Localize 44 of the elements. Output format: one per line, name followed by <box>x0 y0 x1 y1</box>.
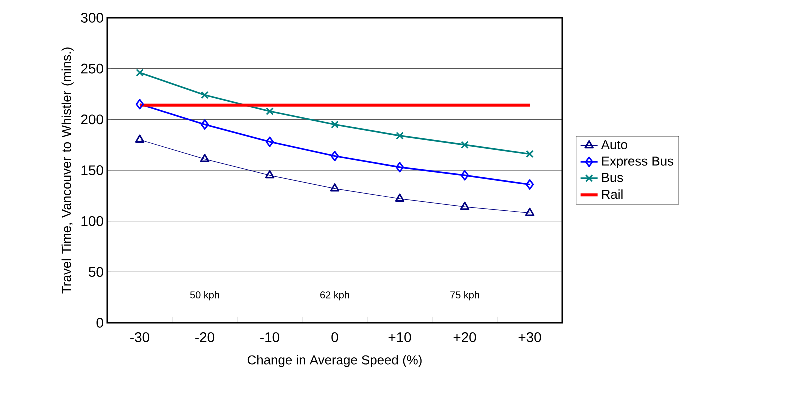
x-tick-label: +30 <box>518 332 542 342</box>
point <box>461 141 469 149</box>
point <box>136 68 144 77</box>
legend-label: Bus <box>602 173 624 182</box>
point <box>135 134 145 143</box>
x-tick-label: -20 <box>196 332 215 342</box>
point <box>331 120 339 129</box>
x-axis-title: Change in Average Speed (%) <box>248 355 422 368</box>
point <box>266 136 274 148</box>
y-tick-label: 0 <box>96 318 104 328</box>
legend-label: Rail <box>602 190 623 200</box>
x-tick-label: +20 <box>454 332 476 342</box>
point <box>265 170 275 179</box>
y-tick-label: 250 <box>81 64 104 74</box>
y-tick-label: 200 <box>81 114 104 125</box>
y-tick-label: 150 <box>82 166 104 176</box>
point <box>460 202 470 210</box>
y-tick-label: 100 <box>82 216 104 226</box>
point <box>460 170 470 181</box>
point <box>266 108 274 116</box>
point <box>526 179 534 190</box>
y-tick-label: 50 <box>89 267 104 278</box>
x-tick-label: -30 <box>130 332 150 342</box>
point <box>200 120 210 130</box>
annotation: 62 kph <box>320 291 350 301</box>
point <box>396 162 404 173</box>
x-tick-label: +10 <box>388 332 412 342</box>
point <box>200 154 210 162</box>
point <box>396 132 404 140</box>
point <box>136 99 144 110</box>
legend-label: Auto <box>601 140 628 150</box>
annotation: 50 kph <box>190 291 220 301</box>
point <box>525 208 535 216</box>
x-tick-label: -10 <box>260 332 280 342</box>
point <box>330 184 340 192</box>
legend-label: Express Bus <box>602 156 674 168</box>
point <box>395 194 405 202</box>
y-tick-label: 300 <box>81 13 104 23</box>
x-tick-label: 0 <box>332 332 338 342</box>
annotation: 75 kph <box>450 291 480 301</box>
point <box>526 150 534 158</box>
point <box>201 91 209 100</box>
y-axis-title: Travel Time, Vancouver to Whistler (mins.) <box>62 48 74 294</box>
point <box>330 151 340 162</box>
